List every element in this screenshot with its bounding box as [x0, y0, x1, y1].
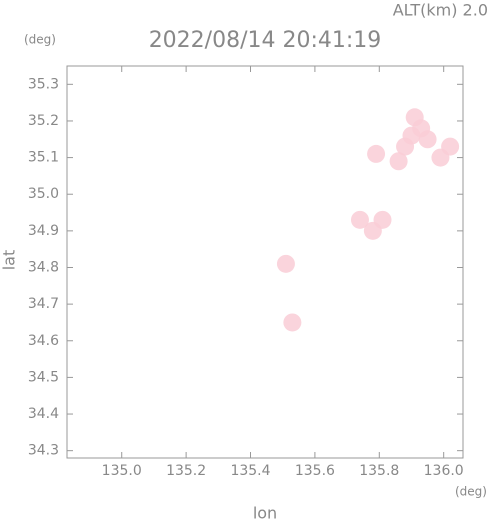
- echo-point: [350, 210, 369, 229]
- chart-title: 2022/08/14 20:41:19: [149, 28, 382, 53]
- x-tick-label: 135.6: [295, 463, 335, 479]
- y-tick-label: 34.8: [28, 259, 59, 275]
- echo-point: [431, 148, 450, 167]
- echo-point: [389, 152, 408, 171]
- y-tick-label: 34.6: [28, 333, 59, 349]
- y-tick-label: 34.4: [28, 406, 59, 422]
- x-tick-label: 135.0: [102, 463, 142, 479]
- y-tick-label: 34.3: [28, 443, 59, 459]
- chart-subtitle: ALT(km) 2.0: [393, 1, 488, 20]
- echo-point: [373, 210, 392, 229]
- echo-point: [367, 144, 386, 163]
- y-axis-label: lat: [0, 250, 19, 271]
- y-tick-label: 34.5: [28, 369, 59, 385]
- y-tick-label: 34.9: [28, 223, 59, 239]
- y-tick-label: 35.0: [28, 186, 59, 202]
- y-tick-label: 35.3: [28, 76, 59, 92]
- plot-frame: [66, 65, 464, 459]
- echo-point: [276, 254, 295, 273]
- x-axis-label: lon: [253, 504, 277, 521]
- y-tick-label: 35.1: [28, 150, 59, 166]
- y-unit: (deg): [24, 33, 56, 47]
- x-tick-label: 135.4: [230, 463, 270, 479]
- x-tick-label: 135.8: [359, 463, 399, 479]
- echo-point: [402, 126, 421, 145]
- x-tick-label: 135.2: [166, 463, 206, 479]
- x-unit: (deg): [455, 485, 487, 499]
- echo-point: [283, 313, 302, 332]
- y-tick-label: 35.2: [28, 113, 59, 129]
- x-tick-label: 136.0: [424, 463, 464, 479]
- y-tick-label: 34.7: [28, 296, 59, 312]
